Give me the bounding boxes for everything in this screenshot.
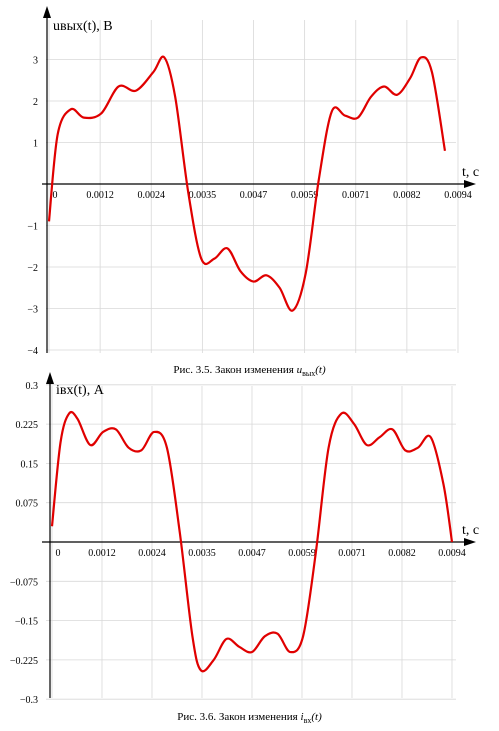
caption-var: i — [300, 711, 304, 723]
y-axis-label: uвых(t), B — [53, 19, 113, 34]
x-tick-label: 0.0059 — [288, 548, 316, 559]
caption-sub: вых — [302, 369, 316, 379]
y-tick-label: 0.075 — [16, 499, 39, 510]
y-tick-label: −0.15 — [15, 617, 38, 628]
caption-fig-3-6: Рис. 3.6. Закон изменения iвх(t) — [0, 710, 499, 728]
y-tick-label: 3 — [33, 56, 38, 67]
series-line — [47, 55, 447, 312]
y-tick-label: −2 — [27, 263, 38, 274]
caption-text: Рис. 3.5. Закон изменения — [173, 364, 297, 376]
x-tick-label: 0.0047 — [238, 548, 266, 559]
x-tick-label: 0 — [53, 190, 58, 201]
y-tick-label: −3 — [27, 305, 38, 316]
y-tick-label: 2 — [33, 97, 38, 108]
x-axis-label: t, c — [462, 165, 479, 180]
x-tick-label: 0.0012 — [88, 548, 116, 559]
x-tick-label: 0.0082 — [388, 548, 416, 559]
x-tick-label: 0.0059 — [291, 190, 319, 201]
caption-fig-3-5: Рис. 3.5. Закон изменения uвых(t) — [0, 363, 499, 381]
x-tick-label: 0.0094 — [438, 548, 466, 559]
x-axis-arrow-icon — [464, 180, 476, 188]
x-tick-label: 0.0082 — [393, 190, 421, 201]
caption-sub: вх — [303, 716, 312, 726]
x-tick-label: 0.0071 — [338, 548, 366, 559]
y-tick-label: −4 — [27, 346, 38, 357]
chart-2: 0 0.0012 0.0024 0.0035 0.0047 0.0059 0.0071 0.0… — [10, 372, 479, 706]
y-tick-label: −0.075 — [10, 577, 38, 588]
y-tick-label: 0.15 — [21, 459, 39, 470]
y-tick-label: −0.3 — [20, 695, 38, 706]
x-tick-label: 0 — [56, 548, 61, 559]
y-tick-label: −1 — [27, 222, 38, 233]
x-tick-label: 0.0024 — [138, 190, 166, 201]
x-tick-label: 0.0035 — [188, 548, 216, 559]
x-axis-label: t, c — [462, 523, 479, 538]
y-tick-label: 0.225 — [16, 420, 39, 431]
x-axis-arrow-icon — [464, 538, 476, 546]
caption-suffix: (t) — [315, 364, 326, 376]
x-tick-label: 0.0047 — [240, 190, 268, 201]
chart-1: 0 0.0012 0.0024 0.0035 0.0047 0.0059 0.0071 0.0… — [27, 6, 479, 357]
y-tick-label: 0.3 — [26, 381, 39, 392]
caption-var: u — [296, 364, 303, 376]
caption-text: Рис. 3.6. Закон изменения — [177, 711, 301, 723]
x-tick-label: 0.0012 — [86, 190, 114, 201]
x-tick-label: 0.0035 — [189, 190, 217, 201]
x-tick-label: 0.0024 — [138, 548, 166, 559]
series-line — [50, 410, 454, 673]
y-tick-label: −0.225 — [10, 656, 38, 667]
y-axis-arrow-icon — [46, 372, 54, 384]
caption-suffix: (t) — [311, 711, 322, 723]
y-axis-label: iвх(t), A — [56, 383, 105, 398]
y-tick-label: 1 — [33, 139, 38, 150]
y-axis-arrow-icon — [43, 6, 51, 18]
x-tick-label: 0.0094 — [444, 190, 472, 201]
x-tick-label: 0.0071 — [342, 190, 370, 201]
